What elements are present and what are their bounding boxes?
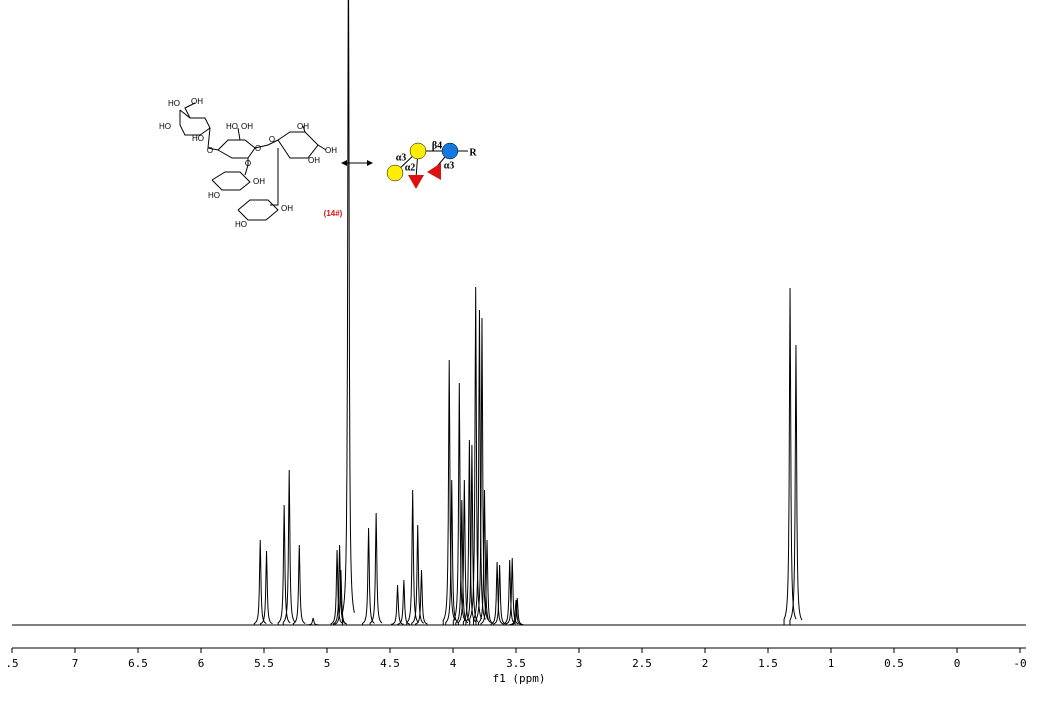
peak xyxy=(369,512,383,625)
x-tick-label: 0.5 xyxy=(884,657,904,670)
peak xyxy=(292,544,306,625)
x-tick-label: -0 xyxy=(1013,657,1026,670)
peak xyxy=(457,479,471,625)
peak xyxy=(260,550,273,625)
compound-label: (14#) xyxy=(324,209,343,218)
peak xyxy=(406,489,420,625)
structure-label: HO xyxy=(159,122,171,131)
peak xyxy=(465,444,479,625)
peak xyxy=(445,479,459,625)
peak xyxy=(478,489,491,625)
structure-label: O xyxy=(207,146,213,155)
glycan-label: α3 xyxy=(396,152,407,163)
glycan-label: α2 xyxy=(405,162,416,173)
peak xyxy=(783,287,797,625)
structure-label: O xyxy=(269,135,275,144)
x-tick-label: 3.5 xyxy=(506,657,526,670)
structure-label: HO xyxy=(235,220,247,229)
structure-label: HO xyxy=(208,191,220,200)
x-tick-label: 4.5 xyxy=(380,657,400,670)
glycan-label: α3 xyxy=(444,160,455,171)
structure-label: OH xyxy=(241,122,253,131)
x-tick-label: 5.5 xyxy=(254,657,274,670)
peak xyxy=(442,359,456,625)
structure-label: O xyxy=(255,144,261,153)
structure-label: OH xyxy=(308,156,320,165)
peak xyxy=(330,549,344,625)
x-tick-label: .5 xyxy=(5,657,18,670)
structure-label: O xyxy=(245,159,251,168)
x-tick-label: 0 xyxy=(954,657,961,670)
peak xyxy=(341,0,355,625)
peak xyxy=(253,539,267,625)
peak xyxy=(333,544,346,625)
x-tick-label: 3 xyxy=(576,657,583,670)
peak xyxy=(510,597,524,626)
peak xyxy=(493,564,506,625)
x-tick-label: 1 xyxy=(828,657,835,670)
peak xyxy=(480,539,494,625)
structure-label: OH xyxy=(325,146,337,155)
x-tick-label: 6.5 xyxy=(128,657,148,670)
peak xyxy=(452,382,466,625)
x-tick-label: 1.5 xyxy=(758,657,778,670)
glycan xyxy=(386,142,468,189)
peak xyxy=(490,561,504,625)
x-tick-label: 7 xyxy=(72,657,79,670)
peak xyxy=(505,557,519,625)
glycan-label: β4 xyxy=(432,140,442,151)
structure-label: OH xyxy=(297,122,309,131)
peak xyxy=(475,317,489,625)
peak xyxy=(282,469,296,625)
peak xyxy=(391,584,404,625)
arrow-head xyxy=(367,160,373,166)
peak xyxy=(397,579,411,625)
x-axis-label: f1 (ppm) xyxy=(493,672,546,685)
peak xyxy=(415,569,428,625)
structure-label: OH xyxy=(281,204,293,213)
peak xyxy=(306,617,320,626)
glycan-label: R xyxy=(469,147,477,158)
peak xyxy=(277,504,291,625)
structure-label: OH xyxy=(191,97,203,106)
x-tick-label: 2.5 xyxy=(632,657,652,670)
x-tick-label: 6 xyxy=(198,657,205,670)
structure-label: HO xyxy=(226,122,238,131)
peak xyxy=(789,344,803,625)
structure xyxy=(179,102,327,221)
x-tick-label: 2 xyxy=(702,657,709,670)
structure-label: OH xyxy=(253,177,265,186)
peak xyxy=(472,309,486,625)
x-tick-label: 5 xyxy=(324,657,331,670)
spectrum xyxy=(12,0,1026,626)
peak xyxy=(469,286,483,625)
arrow-head xyxy=(341,160,347,166)
peak xyxy=(334,569,348,625)
structure-label: HO xyxy=(192,134,204,143)
structure-label: HO xyxy=(168,99,180,108)
peak xyxy=(455,499,469,625)
peak xyxy=(462,439,476,625)
peak xyxy=(411,524,424,625)
x-tick-label: 4 xyxy=(450,657,457,670)
peak xyxy=(362,527,375,625)
